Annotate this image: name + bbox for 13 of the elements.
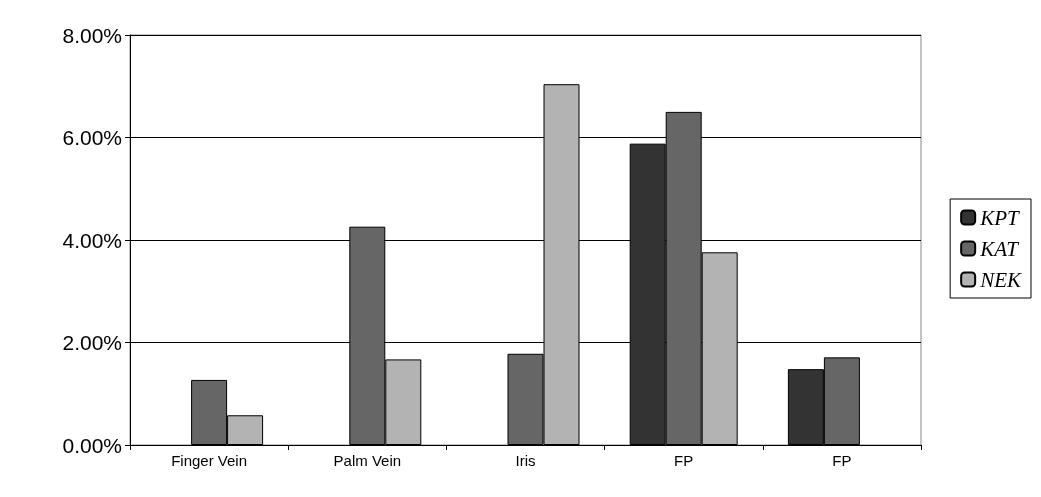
y-tick-label: 4.00% bbox=[62, 228, 122, 252]
x-tick-label: Palm Vein bbox=[333, 452, 402, 469]
y-tick-label: 0.00% bbox=[62, 433, 122, 457]
legend-label: NEK bbox=[979, 267, 1022, 292]
x-tick-label: Finger Vein bbox=[171, 452, 248, 469]
y-tick-label: 2.00% bbox=[62, 331, 122, 354]
x-tick-label: FP bbox=[832, 452, 852, 469]
x-tick-label: Iris bbox=[515, 452, 536, 469]
legend-label: KAT bbox=[979, 236, 1020, 261]
x-tick-label: FP bbox=[674, 452, 694, 469]
legend-label: KPT bbox=[979, 205, 1020, 230]
y-tick-label: 6.00% bbox=[62, 126, 122, 149]
y-tick-label: 8.00% bbox=[62, 23, 122, 47]
